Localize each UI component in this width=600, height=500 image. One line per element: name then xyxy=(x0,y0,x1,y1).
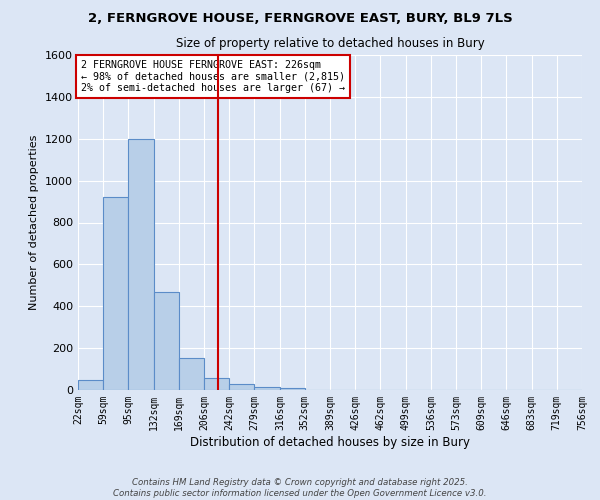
Bar xyxy=(78,380,103,390)
Bar xyxy=(154,292,179,390)
Bar xyxy=(205,378,229,390)
X-axis label: Distribution of detached houses by size in Bury: Distribution of detached houses by size … xyxy=(190,436,470,448)
Bar xyxy=(254,388,280,390)
Bar xyxy=(179,358,205,390)
Text: Contains HM Land Registry data © Crown copyright and database right 2025.
Contai: Contains HM Land Registry data © Crown c… xyxy=(113,478,487,498)
Bar xyxy=(103,198,128,390)
Title: Size of property relative to detached houses in Bury: Size of property relative to detached ho… xyxy=(176,36,484,50)
Text: 2 FERNGROVE HOUSE FERNGROVE EAST: 226sqm
← 98% of detached houses are smaller (2: 2 FERNGROVE HOUSE FERNGROVE EAST: 226sqm… xyxy=(80,60,344,93)
Y-axis label: Number of detached properties: Number of detached properties xyxy=(29,135,40,310)
Text: 2, FERNGROVE HOUSE, FERNGROVE EAST, BURY, BL9 7LS: 2, FERNGROVE HOUSE, FERNGROVE EAST, BURY… xyxy=(88,12,512,26)
Bar xyxy=(128,138,154,390)
Bar xyxy=(280,388,305,390)
Bar xyxy=(229,384,254,390)
